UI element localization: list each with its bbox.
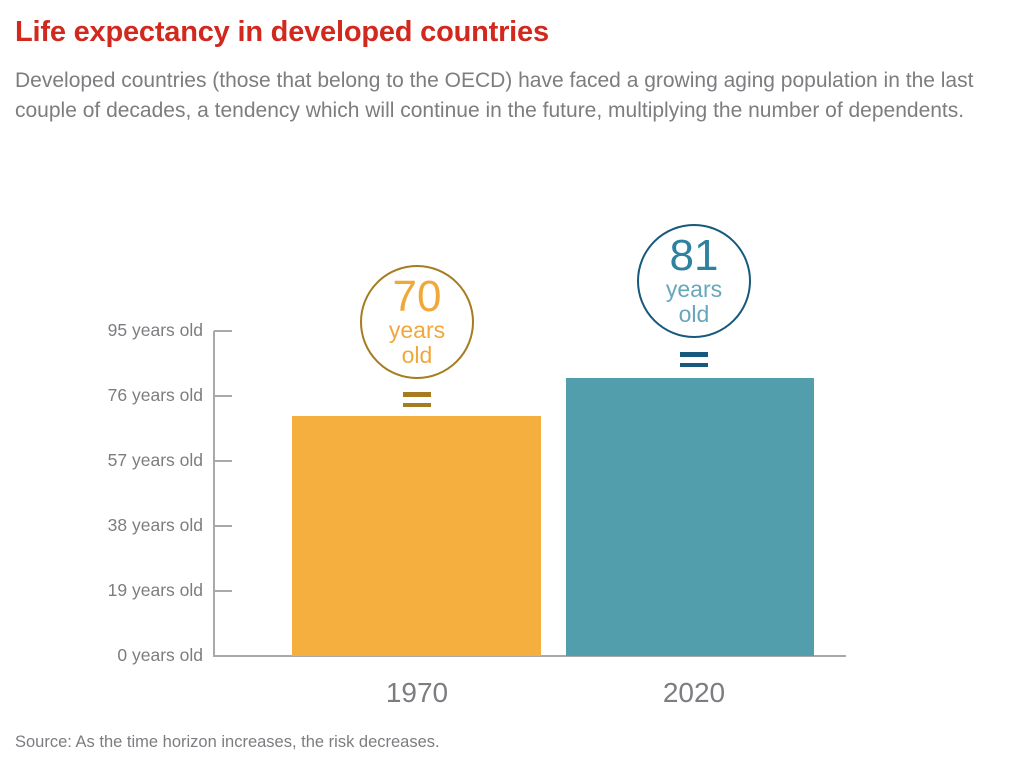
equals-icon (403, 392, 431, 413)
y-tick-mark (214, 525, 232, 527)
annotation-circle-2020: 81 years old (637, 224, 751, 338)
annotation-unit-2020: years (665, 276, 723, 302)
y-tick-label-38: 38 years old (107, 515, 203, 535)
bar-2020 (566, 377, 814, 656)
y-tick-label-76: 76 years old (107, 385, 203, 405)
y-tick-mark (214, 330, 232, 332)
y-axis-line (213, 331, 215, 657)
page-title: Life expectancy in developed countries (15, 16, 549, 48)
source-note: Source: As the time horizon increases, t… (15, 733, 440, 751)
y-tick-label-19: 19 years old (107, 580, 203, 600)
y-tick-mark (214, 395, 232, 397)
annotation-value-1970: 70 (392, 272, 442, 321)
y-tick-mark (214, 655, 232, 657)
annotation-unit-1970: old (401, 342, 433, 368)
equals-icon (680, 352, 708, 373)
x-axis-line (213, 655, 846, 657)
y-tick-label-95: 95 years old (107, 320, 203, 340)
bar-1970 (292, 415, 541, 656)
annotation-value-2020: 81 (669, 231, 719, 280)
y-tick-label-0: 0 years old (117, 645, 203, 665)
y-tick-mark (214, 460, 232, 462)
chart-description: Developed countries (those that belong t… (15, 69, 974, 122)
annotation-circle-1970: 70 years old (360, 265, 474, 379)
annotation-unit-2020: old (678, 301, 710, 327)
y-tick-mark (214, 590, 232, 592)
x-tick-label-2020: 2020 (662, 677, 726, 708)
y-tick-label-57: 57 years old (107, 450, 203, 470)
x-tick-label-1970: 1970 (385, 677, 449, 708)
annotation-unit-1970: years (388, 317, 446, 343)
